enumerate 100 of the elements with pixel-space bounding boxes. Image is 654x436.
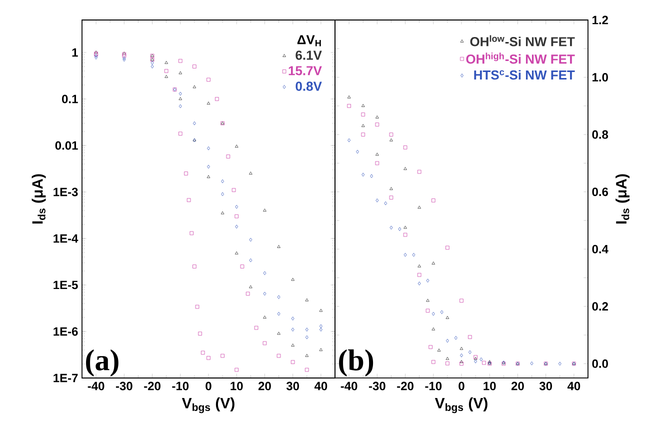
point	[347, 95, 351, 98]
legend-title: ΔV$_{H}$	[297, 35, 321, 46]
point	[206, 356, 210, 360]
point	[404, 226, 407, 229]
y-tick-label: 1.0	[592, 73, 608, 82]
point	[460, 346, 464, 350]
legend-label: OH$^{high}$-Si NW FET	[466, 52, 575, 64]
point	[454, 336, 458, 340]
point	[263, 271, 266, 276]
point	[432, 312, 435, 316]
point	[319, 324, 322, 328]
x-tick-label: -10	[425, 382, 442, 390]
point	[403, 232, 408, 237]
point	[418, 282, 421, 286]
point	[446, 246, 450, 250]
annotation: (b)	[339, 349, 374, 377]
point	[428, 345, 432, 349]
x-tick-label: -30	[116, 382, 132, 390]
point	[192, 121, 196, 126]
point	[198, 332, 202, 336]
point	[263, 292, 266, 296]
point	[431, 198, 436, 202]
point	[192, 264, 196, 268]
point	[482, 360, 486, 365]
point	[370, 174, 374, 178]
point	[122, 54, 126, 58]
point	[305, 335, 308, 340]
point	[232, 188, 236, 192]
y-tick-label: 1E-7	[54, 374, 78, 382]
legend-label: 0.8V	[296, 82, 322, 91]
point	[248, 172, 252, 175]
point	[291, 278, 294, 281]
point	[468, 350, 472, 354]
point	[122, 56, 126, 60]
point	[418, 264, 421, 268]
point	[221, 179, 224, 184]
y-tick-label: 1E-6	[54, 327, 78, 336]
legend-label: OH$^{low}$-Si NW FET	[470, 35, 575, 46]
x-tick-label: 20	[258, 382, 271, 390]
point	[277, 244, 280, 248]
point	[206, 102, 210, 105]
point	[234, 214, 239, 218]
point	[206, 78, 210, 82]
x-tick-label: 40	[567, 382, 580, 390]
point	[437, 348, 441, 352]
y-axis-title: I$_{ds}$ (μA)	[32, 174, 46, 224]
point	[460, 362, 464, 366]
point	[375, 152, 379, 156]
point	[221, 192, 224, 196]
point	[235, 224, 238, 229]
point	[122, 58, 126, 62]
point	[361, 112, 366, 116]
point	[347, 104, 351, 108]
x-tick-label: -40	[340, 382, 358, 390]
point	[446, 356, 450, 360]
point	[254, 326, 258, 330]
point	[276, 354, 281, 358]
point	[348, 138, 351, 142]
x-tick-label: 30	[539, 382, 552, 390]
y-tick-label: 1E-5	[54, 280, 78, 290]
point	[418, 206, 421, 209]
point	[178, 104, 182, 108]
x-axis-title: V$_{bgs}$ (V)	[434, 397, 488, 414]
y-tick-label: 0.6	[592, 188, 608, 196]
point	[207, 164, 210, 169]
x-tick-label: 40	[314, 382, 328, 390]
x-tick-label: -30	[368, 382, 386, 390]
annotation: (a)	[86, 349, 118, 377]
y-tick-label: 0.4	[592, 244, 608, 254]
point	[319, 328, 322, 332]
point	[460, 360, 464, 363]
x-tick-label: 0	[458, 382, 464, 390]
point	[94, 56, 98, 60]
y-tick-label: 1E-4	[54, 234, 78, 243]
point	[186, 198, 191, 202]
point	[195, 304, 200, 309]
point	[192, 85, 196, 88]
y-axis-title: I$_{ds}$ (μA)	[616, 174, 630, 224]
x-tick-label: 10	[230, 382, 243, 390]
point	[390, 138, 393, 142]
point	[426, 278, 430, 283]
point	[178, 132, 182, 136]
point	[226, 154, 230, 158]
point	[178, 97, 182, 100]
point	[246, 292, 250, 296]
point	[235, 204, 238, 209]
point	[417, 272, 422, 277]
point	[277, 332, 280, 335]
point	[356, 150, 359, 154]
legend-label: HTS$^{c}$-Si NW FET	[474, 70, 575, 80]
legend-label: 6.1V	[296, 50, 322, 60]
x-tick-label: -10	[172, 382, 189, 390]
point	[480, 357, 483, 362]
x-tick-label: 10	[484, 382, 496, 390]
point	[291, 316, 294, 320]
y-tick-label: 0.1	[62, 94, 78, 104]
y-tick-label: 1	[72, 48, 78, 57]
point	[164, 74, 168, 78]
point	[220, 211, 224, 214]
point	[460, 353, 463, 358]
